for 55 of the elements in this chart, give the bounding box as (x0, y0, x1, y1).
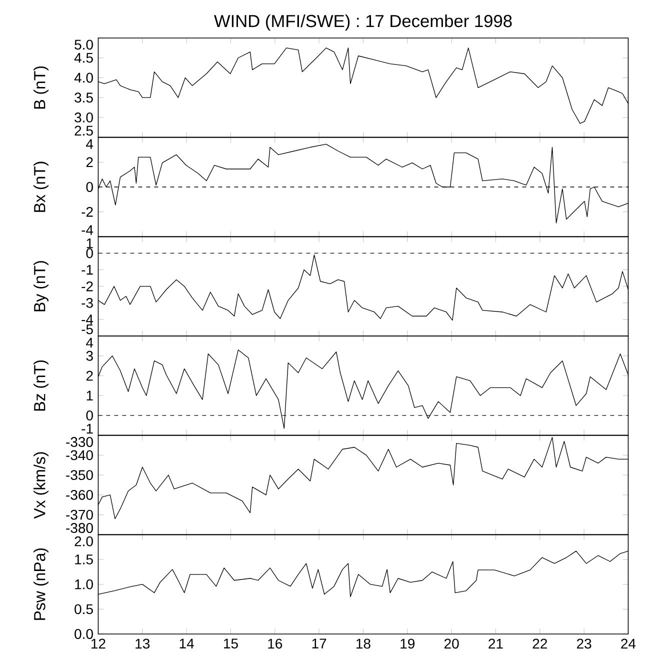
y-axis-title: By (nT) (33, 261, 48, 312)
y-tick-label: 4.5 (74, 52, 93, 63)
y-tick-label: -330 (66, 437, 93, 447)
y-tick-label: -370 (66, 510, 93, 520)
x-tick-label: 17 (312, 638, 326, 648)
x-tick-label: 23 (576, 638, 592, 649)
y-tick-label: 3.0 (74, 112, 93, 122)
y-tick-label: 0.0 (74, 629, 93, 639)
y-tick-label: 2 (86, 370, 93, 381)
y-axis-title: Psw (nPa) (33, 548, 48, 620)
y-tick-label: 0.5 (74, 604, 93, 614)
y-tick-label: -1 (82, 424, 93, 434)
x-tick-label: 15 (224, 638, 238, 648)
y-tick-label: 3 (86, 350, 93, 361)
y-tick-label: 1 (86, 238, 93, 248)
x-tick-label: 21 (488, 638, 503, 648)
y-tick-label: -4 (82, 314, 93, 324)
y-tick-label: 1.0 (75, 579, 93, 590)
y-tick-label: 4 (86, 338, 93, 348)
y-tick-label: -2 (82, 206, 93, 217)
x-tick-label: 22 (532, 638, 547, 648)
y-tick-label: -1 (82, 264, 93, 275)
x-tick-label: 19 (400, 638, 414, 649)
y-axis-title: Vx (km/s) (33, 452, 48, 519)
y-tick-label: 4.0 (74, 72, 93, 83)
y-tick-label: -5 (82, 324, 93, 334)
y-axis-title: B (nT) (33, 66, 48, 109)
y-tick-label: 1 (86, 390, 93, 400)
y-tick-label: 4 (86, 139, 93, 149)
y-tick-label: 5.0 (74, 40, 93, 50)
y-tick-label: -350 (66, 470, 93, 480)
y-tick-label: 3.5 (74, 92, 93, 103)
y-tick-label: -380 (66, 523, 93, 533)
chart-title: WIND (MFI/SWE) : 17 December 1998 (214, 14, 512, 31)
y-tick-label: -2 (82, 281, 93, 292)
y-tick-label: -4 (82, 225, 93, 235)
y-tick-label: 2.5 (74, 126, 93, 136)
x-tick-label: 13 (136, 638, 150, 649)
y-tick-label: 0 (86, 410, 93, 420)
y-tick-label: 0 (86, 248, 93, 258)
x-tick-label: 20 (444, 638, 459, 649)
y-axis-title: Bx (nT) (33, 162, 48, 212)
y-tick-label: -3 (82, 298, 93, 308)
y-tick-label: 2.0 (74, 536, 93, 546)
y-tick-label: 1.5 (75, 554, 93, 564)
x-tick-label: 16 (268, 638, 282, 649)
y-tick-label: 2 (86, 157, 93, 168)
y-tick-label: -340 (66, 450, 93, 460)
x-tick-label: 14 (180, 638, 194, 648)
y-tick-label: 0 (86, 182, 93, 192)
y-axis-title: Bz (nT) (33, 360, 48, 411)
x-tick-label: 12 (91, 638, 106, 648)
x-tick-label: 24 (621, 638, 636, 648)
y-tick-label: -360 (66, 490, 93, 500)
x-tick-label: 18 (356, 638, 370, 649)
